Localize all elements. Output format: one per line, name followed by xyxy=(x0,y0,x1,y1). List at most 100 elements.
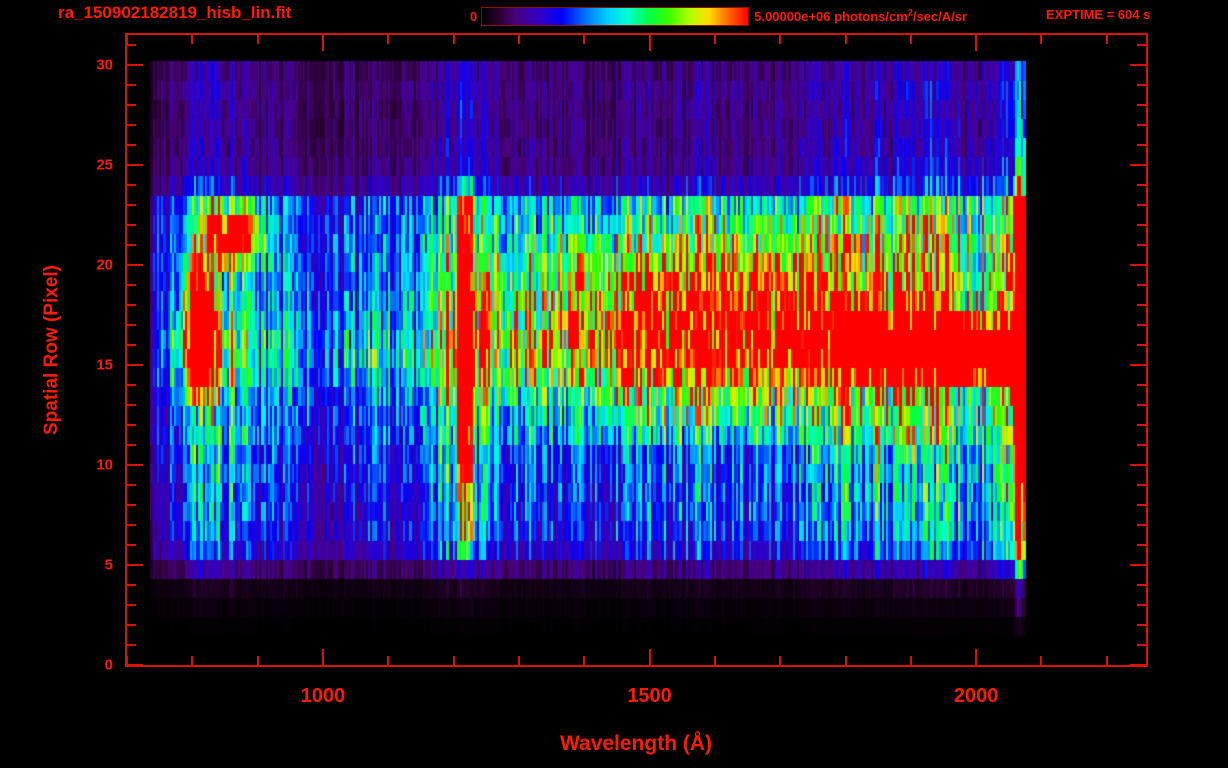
y-tick-8 xyxy=(127,504,136,506)
x-tick-top-900 xyxy=(256,35,259,44)
colorbar-units-suffix: /sec/A/sr xyxy=(912,8,968,24)
y-tick-right-0 xyxy=(1130,664,1146,666)
x-tick-top-1000 xyxy=(321,35,324,51)
x-tick-top-1900 xyxy=(909,35,912,44)
y-tick-4 xyxy=(127,584,136,586)
y-tick-right-23 xyxy=(1137,204,1146,206)
colorbar-units-superscript: 2 xyxy=(907,7,913,18)
y-tick-26 xyxy=(127,144,136,146)
x-tick-1600 xyxy=(713,656,716,665)
x-tick-1400 xyxy=(583,656,586,665)
y-tick-right-5 xyxy=(1130,564,1146,566)
page-title: ra_150902182819_hisb_lin.fit xyxy=(58,3,292,22)
y-tick-right-2 xyxy=(1137,624,1146,626)
y-tick-right-1 xyxy=(1137,644,1146,646)
y-tick-label-20: 20 xyxy=(96,256,113,274)
y-tick-right-31 xyxy=(1137,44,1146,46)
colorbar-units-prefix: photons/cm xyxy=(834,8,908,24)
x-tick-2200 xyxy=(1105,656,1108,665)
y-tick-28 xyxy=(127,104,136,106)
y-tick-6 xyxy=(127,544,136,546)
x-tick-top-2100 xyxy=(1040,35,1043,44)
x-axis-title: Wavelength (Å) xyxy=(559,732,713,755)
y-tick-label-30: 30 xyxy=(96,56,113,74)
y-tick-label-10: 10 xyxy=(96,456,113,474)
y-tick-21 xyxy=(127,244,136,246)
y-tick-3 xyxy=(127,604,136,606)
y-tick-20 xyxy=(127,264,143,266)
y-tick-right-16 xyxy=(1137,344,1146,346)
y-tick-right-18 xyxy=(1137,304,1146,306)
colorbar: 0 5.00000e+06 photons/cm2/sec/A/sr xyxy=(470,5,967,27)
y-tick-13 xyxy=(127,404,136,406)
x-tick-1000 xyxy=(321,649,324,665)
y-tick-label-5: 5 xyxy=(104,556,113,574)
x-tick-top-2200 xyxy=(1105,35,1108,44)
y-tick-23 xyxy=(127,204,136,206)
y-tick-right-29 xyxy=(1137,84,1146,86)
y-tick-11 xyxy=(127,444,136,446)
x-tick-top-2000 xyxy=(975,35,978,51)
y-tick-right-21 xyxy=(1137,244,1146,246)
x-tick-2100 xyxy=(1040,656,1043,665)
y-tick-17 xyxy=(127,324,136,326)
y-tick-label-0: 0 xyxy=(104,656,113,674)
y-tick-right-11 xyxy=(1137,444,1146,446)
colorbar-max-label: 5.00000e+06 photons/cm2/sec/A/sr xyxy=(754,7,968,24)
y-tick-2 xyxy=(127,624,136,626)
y-tick-right-26 xyxy=(1137,144,1146,146)
y-tick-label-15: 15 xyxy=(96,356,113,374)
x-tick-top-1300 xyxy=(517,35,520,44)
x-tick-top-1400 xyxy=(583,35,586,44)
x-tick-1100 xyxy=(387,656,390,665)
x-tick-1700 xyxy=(779,656,782,665)
x-tick-1800 xyxy=(844,656,847,665)
y-tick-right-6 xyxy=(1137,544,1146,546)
x-tick-top-1100 xyxy=(387,35,390,44)
spectrogram-image[interactable] xyxy=(127,35,1146,665)
y-tick-right-8 xyxy=(1137,504,1146,506)
x-tick-900 xyxy=(256,656,259,665)
y-tick-right-3 xyxy=(1137,604,1146,606)
y-tick-16 xyxy=(127,344,136,346)
y-tick-27 xyxy=(127,124,136,126)
x-tick-top-700 xyxy=(126,35,128,44)
y-tick-22 xyxy=(127,224,136,226)
x-tick-label-1000: 1000 xyxy=(300,685,346,707)
x-tick-top-1700 xyxy=(779,35,782,44)
y-tick-right-13 xyxy=(1137,404,1146,406)
y-tick-right-20 xyxy=(1130,264,1146,266)
y-tick-29 xyxy=(127,84,136,86)
y-tick-right-25 xyxy=(1130,164,1146,166)
x-tick-label-2000: 2000 xyxy=(953,685,999,707)
y-tick-31 xyxy=(127,44,136,46)
y-tick-right-24 xyxy=(1137,184,1146,186)
colorbar-max-value: 5.00000e+06 xyxy=(754,8,831,24)
y-tick-19 xyxy=(127,284,136,286)
y-tick-right-4 xyxy=(1137,584,1146,586)
x-tick-1900 xyxy=(909,656,912,665)
y-tick-14 xyxy=(127,384,136,386)
colorbar-gradient xyxy=(481,6,750,26)
plot-area[interactable]: 0 5 10 15 20 25 30 1000 1500 2000 xyxy=(96,33,1148,707)
y-axis-title: Spatial Row (Pixel) xyxy=(41,265,62,435)
y-tick-right-28 xyxy=(1137,104,1146,106)
y-tick-15 xyxy=(127,364,143,366)
colorbar-min-label: 0 xyxy=(470,8,478,24)
y-tick-9 xyxy=(127,484,136,486)
y-tick-0 xyxy=(127,664,143,666)
y-tick-right-17 xyxy=(1137,324,1146,326)
x-tick-800 xyxy=(191,656,194,665)
x-tick-top-1800 xyxy=(844,35,847,44)
y-tick-right-22 xyxy=(1137,224,1146,226)
y-tick-right-15 xyxy=(1130,364,1146,366)
y-tick-24 xyxy=(127,184,136,186)
y-tick-25 xyxy=(127,164,143,166)
y-tick-right-27 xyxy=(1137,124,1146,126)
y-tick-18 xyxy=(127,304,136,306)
x-tick-label-1500: 1500 xyxy=(627,685,672,707)
x-tick-top-1500 xyxy=(648,35,651,51)
y-tick-right-12 xyxy=(1137,424,1146,426)
y-tick-30 xyxy=(127,64,143,66)
